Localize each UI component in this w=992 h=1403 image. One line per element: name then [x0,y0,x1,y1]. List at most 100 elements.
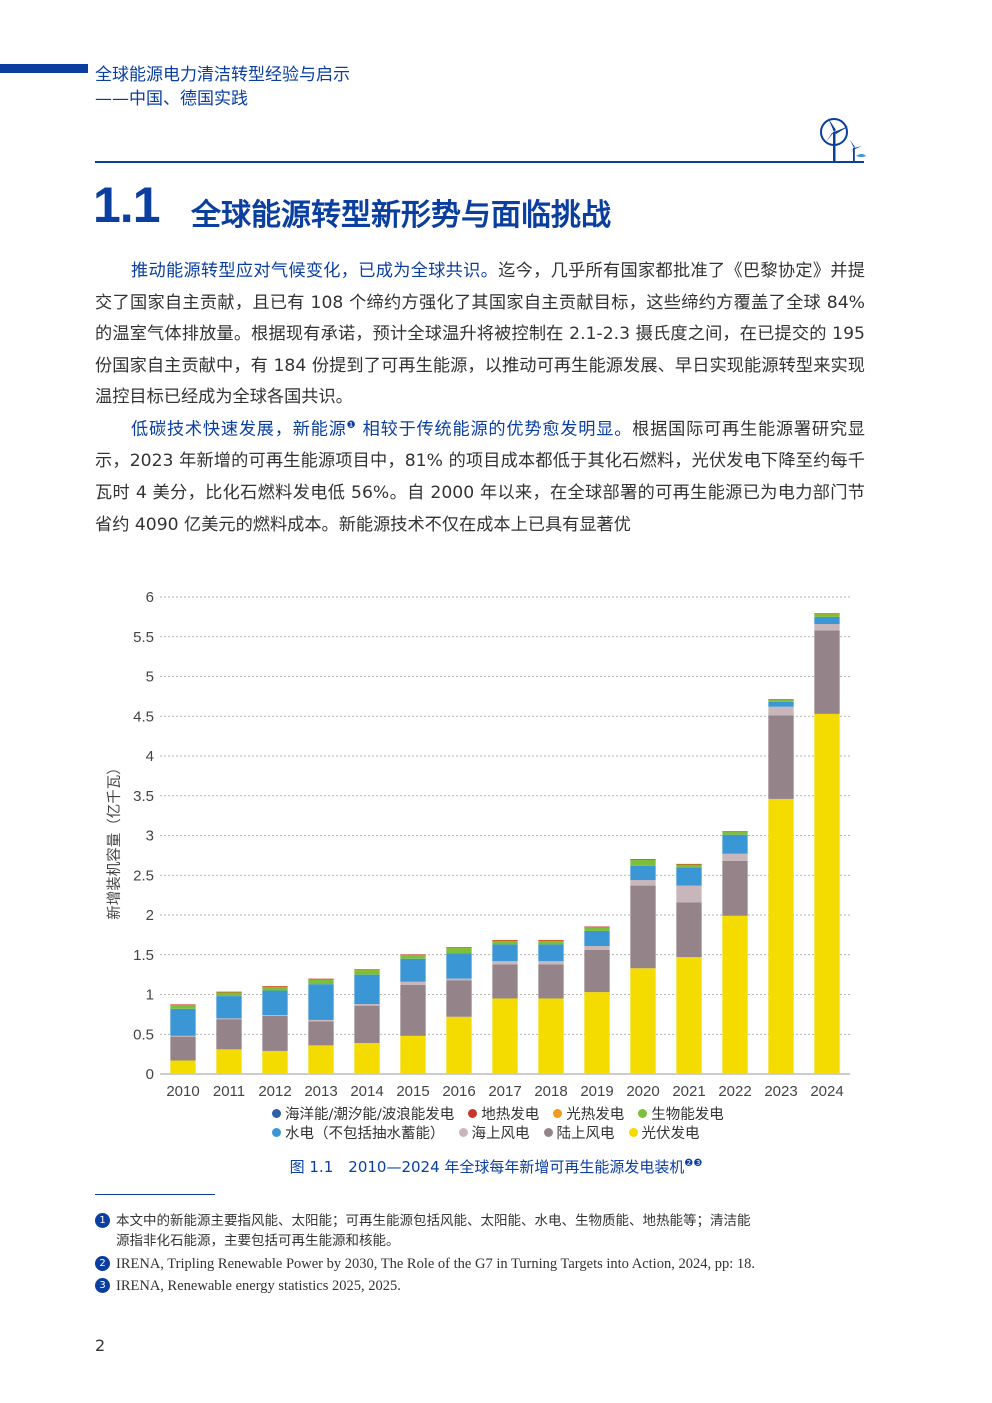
bar-segment [538,998,564,1074]
bar-segment [262,1015,288,1051]
bar-segment [170,1035,196,1037]
bar-segment [216,1018,242,1020]
bar-segment [722,915,748,1074]
bar-segment [722,831,748,835]
legend-item: 光伏发电 [628,1126,700,1142]
paragraph-lowcarbon: 低碳技术快速发展，新能源❶ 相较于传统能源的优势愈发明显。根据国际可再生能源署研… [95,410,865,541]
legend-label: 地热发电 [481,1107,540,1123]
bar-segment [216,1019,242,1050]
bar-segment [492,998,518,1074]
bar-segment [768,701,794,707]
bar-segment [308,1019,334,1022]
x-tick-label: 2022 [718,1083,751,1100]
renewable-capacity-chart: 0 0.5 1 1.5 2 2.5 3 3.5 4 4.5 5 5.5 6 2010 2011 2012 201… [106,589,850,1100]
figure-caption-footnote-marks[interactable]: ❷❸ [684,1158,703,1169]
bar-segment [768,715,794,799]
bar-segment [492,944,518,962]
y-tick-label: 4.5 [133,708,154,725]
legend-item: 海洋能/潮汐能/波浪能发电 [272,1107,454,1123]
legend-swatch-icon [638,1108,648,1118]
bar-segment [492,939,518,941]
figure-caption: 图 1.1 2010—2024 年全球每年新增可再生能源发电装机❷❸ [0,1156,992,1177]
bar-segment [446,947,472,948]
legend-label: 光伏发电 [641,1126,700,1142]
bar-segment [538,940,564,945]
page-number: 2 [95,1336,106,1355]
paragraph-highlight: 推动能源转型应对气候变化，已成为全球共识。 [131,261,499,281]
bar-segment [768,706,794,716]
legend-swatch-icon [458,1127,468,1137]
bar-segment [308,979,334,985]
bar-segment [400,954,426,956]
x-tick-label: 2023 [764,1083,797,1100]
bar-segment [446,947,472,954]
legend-item: 海上风电 [458,1126,530,1142]
x-tick-label: 2012 [258,1083,291,1100]
bar-segment [722,831,748,832]
legend-label: 海上风电 [471,1126,530,1142]
y-tick-label: 0.5 [133,1026,154,1043]
x-tick-label: 2010 [166,1083,199,1100]
x-tick-label: 2021 [672,1083,705,1100]
wind-turbine-logo-icon [820,118,866,162]
x-tick-label: 2011 [213,1083,245,1100]
bar-segment [814,613,840,614]
bar-segment [538,961,564,965]
bar-segment [308,978,334,980]
footnote-number: 1 [95,1213,110,1228]
bar-segment [262,990,288,1016]
bar-segment [354,1004,380,1006]
bar-segment [216,1049,242,1074]
legend-label: 水电（不包括抽水蓄能） [285,1126,445,1142]
footnote-text-cont: 源指非化石能源，主要包括可再生能源和核能。 [116,1233,400,1249]
bar-segment [630,865,656,881]
legend-label: 光热发电 [566,1107,625,1123]
header-accent-bar [0,64,88,73]
bar-segment [354,974,380,1005]
legend-swatch-icon [468,1108,478,1118]
footnote-mark[interactable]: ❶ [346,420,357,431]
footnote-number: 3 [95,1278,110,1294]
y-tick-label: 2.5 [133,867,154,884]
bar-segment [538,944,564,962]
bar-segment [584,930,610,947]
paragraph-highlight: 低碳技术快速发展，新能源 [131,419,347,440]
footnote-text: IRENA, Tripling Renewable Power by 2030,… [116,1256,755,1272]
bar-segment [584,992,610,1074]
legend-item: 陆上风电 [543,1126,615,1142]
y-tick-label: 5.5 [133,629,154,646]
legend-item: 光热发电 [553,1107,624,1123]
footnote-1: 1 本文中的新能源主要指风能、太阳能；可再生能源包括风能、太阳能、水电、生物质能、… [95,1211,865,1251]
paragraph-body: 迄今，几乎所有国家都批准了《巴黎协定》并提交了国家自主贡献，且已有 108 个缔… [95,261,865,408]
bar-segment [630,859,656,860]
bar-segment [630,880,656,886]
bar-segment [354,1005,380,1043]
footnote-3: 3 IRENA, Renewable energy statistics 2025… [95,1276,865,1296]
bar-segment [584,946,610,950]
bar-segment [630,859,656,866]
bar-segment [630,885,656,969]
running-header-subtitle: ——中国、德国实践 [95,89,248,109]
bar-segment [492,964,518,999]
x-tick-label: 2015 [396,1083,429,1100]
y-tick-label: 5 [146,669,154,686]
bar-segment [768,699,794,700]
bar-segment [170,1004,196,1009]
bar-segment [446,947,472,949]
bar-segment [400,1035,426,1074]
bar-segment [308,1045,334,1074]
bar-segment [354,969,380,970]
chart-legend-row-1: 海洋能/潮汐能/波浪能发电 地热发电 光热发电 生物能发电 [272,1103,738,1124]
x-tick-label: 2013 [304,1083,337,1100]
bar-segment [262,1015,288,1016]
y-tick-label: 1 [146,987,154,1004]
y-axis-label: 新增装机容量（亿千瓦） [106,760,123,920]
footnote-rule [95,1194,215,1195]
legend-item: 地热发电 [468,1107,539,1123]
chart-legend-row-2: 水电（不包括抽水蓄能） 海上风电 陆上风电 光伏发电 [272,1122,714,1143]
footnote-text: 本文中的新能源主要指风能、太阳能；可再生能源包括风能、太阳能、水电、生物质能、地… [116,1213,751,1229]
legend-swatch-icon [272,1108,281,1118]
bar-segment [400,984,426,1036]
x-tick-label: 2024 [810,1083,843,1100]
legend-label: 生物能发电 [651,1107,724,1123]
